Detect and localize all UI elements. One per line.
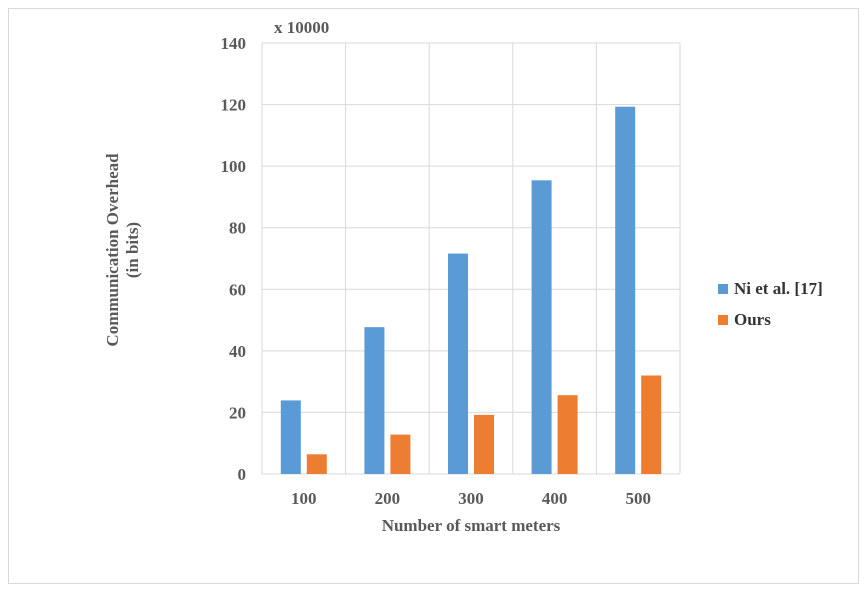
bar-series2 — [641, 375, 662, 474]
gridlines — [261, 42, 681, 475]
bar-series1 — [615, 106, 636, 474]
y-tick-label: 60 — [229, 280, 246, 299]
legend-label-series1: Ni et al. [17] — [734, 279, 823, 298]
y-tick-label: 20 — [229, 403, 246, 422]
bar-series2 — [557, 395, 578, 474]
legend-swatch-series2 — [718, 315, 728, 325]
x-tick-label: 500 — [625, 489, 651, 508]
x-tick-label: 200 — [375, 489, 401, 508]
bar-series1 — [531, 180, 552, 474]
y-tick-label: 100 — [221, 157, 247, 176]
y-tick-label: 0 — [238, 465, 247, 484]
chart-frame — [8, 8, 859, 584]
bars — [280, 106, 662, 474]
x-tick-label: 300 — [458, 489, 484, 508]
bar-series2 — [306, 454, 327, 474]
x-tick-label: 100 — [291, 489, 317, 508]
bar-series1 — [280, 400, 301, 474]
y-tick-label: 40 — [229, 342, 246, 361]
y-multiplier-label: x 10000 — [274, 18, 329, 37]
y-tick-label: 120 — [221, 96, 247, 115]
y-axis-title-line2: (in bits) — [123, 222, 142, 278]
y-axis-ticks: 0 20 40 60 80 100 120 140 — [221, 34, 247, 484]
x-axis-title: Number of smart meters — [382, 516, 561, 535]
bar-series1 — [364, 327, 385, 474]
y-axis-title-line1: Communication Overhead — [103, 153, 122, 347]
legend-swatch-series1 — [718, 284, 728, 294]
y-tick-label: 140 — [221, 34, 247, 53]
bar-series2 — [474, 414, 494, 474]
x-axis-ticks: 100 200 300 400 500 — [291, 489, 651, 508]
legend-label-series2: Ours — [734, 310, 771, 329]
bar-series2 — [390, 434, 411, 474]
x-tick-label: 400 — [542, 489, 568, 508]
y-tick-label: 80 — [229, 219, 246, 238]
bar-series1 — [448, 253, 468, 474]
legend: Ni et al. [17] Ours — [718, 279, 823, 329]
